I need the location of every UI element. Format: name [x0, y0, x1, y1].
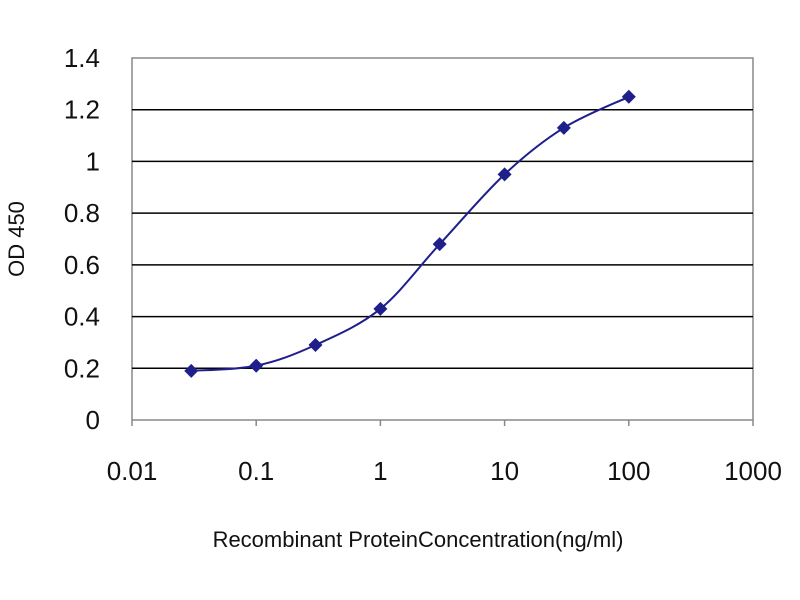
x-axis-title: Recombinant ProteinConcentration(ng/ml): [213, 527, 624, 552]
x-tick-label: 100: [607, 456, 650, 486]
data-point: [184, 363, 199, 378]
data-point: [373, 301, 388, 316]
data-point: [556, 120, 571, 135]
x-tick-label: 1: [373, 456, 387, 486]
data-point: [621, 89, 636, 104]
data-point: [308, 338, 323, 353]
y-tick-label: 0.2: [64, 353, 100, 383]
y-tick-label: 0.8: [64, 198, 100, 228]
x-tick-label: 1000: [724, 456, 782, 486]
x-tick-label: 0.1: [238, 456, 274, 486]
series-points: [184, 89, 636, 378]
x-tick-labels: 0.01 0.1 1 10 100 1000: [107, 420, 782, 486]
series-line: [191, 95, 630, 372]
y-tick-label: 1.2: [64, 95, 100, 125]
plot-area: [131, 57, 754, 421]
data-point: [497, 167, 512, 182]
y-tick-label: 0.6: [64, 250, 100, 280]
y-tick-labels: 0 0.2 0.4 0.6 0.8 1 1.2 1.4: [64, 43, 100, 435]
y-tick-label: 0.4: [64, 302, 100, 332]
x-tick-label: 0.01: [107, 456, 158, 486]
y-tick-label: 1: [86, 146, 100, 176]
y-axis-title: OD 450: [4, 201, 29, 277]
y-tick-label: 1.4: [64, 43, 100, 73]
data-point: [249, 358, 264, 373]
y-tick-label: 0: [86, 405, 100, 435]
data-point: [432, 237, 447, 252]
grid-lines: [132, 108, 753, 370]
x-tick-label: 10: [490, 456, 519, 486]
